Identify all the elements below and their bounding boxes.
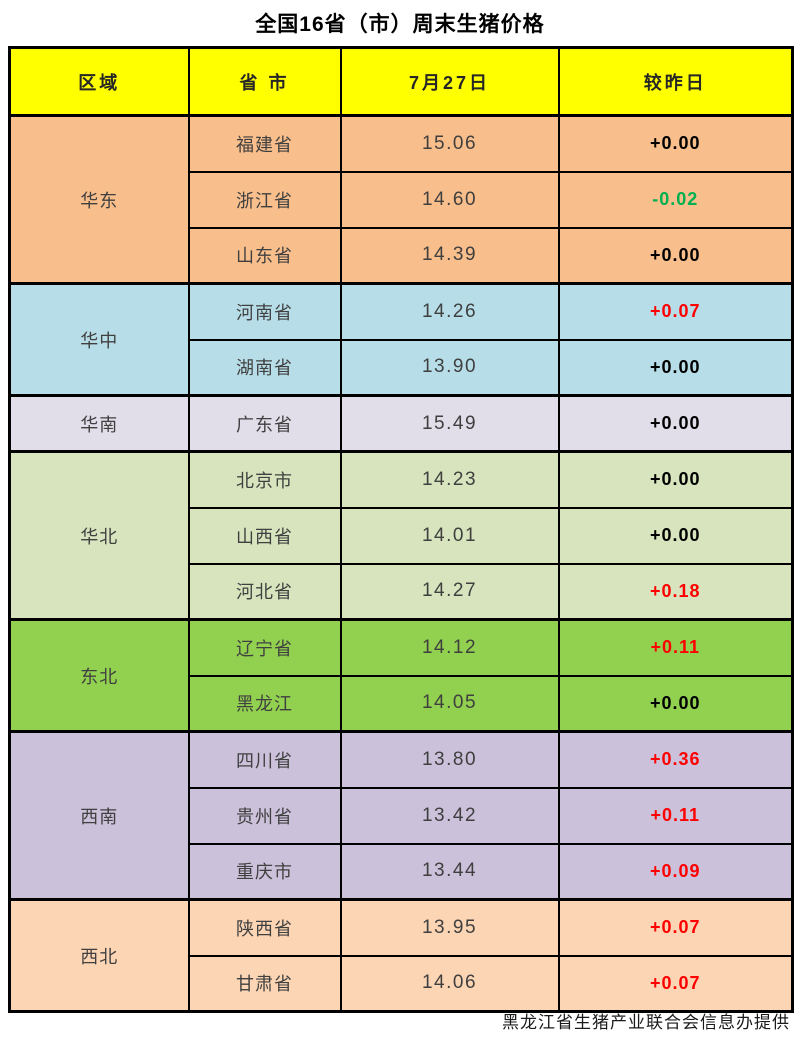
province-cell: 四川省	[187, 730, 342, 789]
table-row: 黑龙江 14.05 +0.00	[9, 674, 794, 733]
price-cell: 14.23	[339, 450, 560, 509]
change-cell: +0.09	[557, 842, 794, 901]
change-cell: +0.00	[557, 114, 794, 173]
change-cell: +0.00	[557, 338, 794, 397]
price-cell: 13.90	[339, 338, 560, 397]
column-header-1: 省 市	[187, 46, 342, 117]
region-cell: 西北	[8, 898, 190, 1013]
table-row: 西北 陕西省 13.95 +0.07	[8, 898, 794, 1013]
province-cell: 黑龙江	[187, 674, 342, 733]
table-row: 浙江省 14.60 -0.02	[9, 170, 794, 229]
page-title: 全国16省（市）周末生猪价格	[255, 13, 545, 36]
province-cell: 福建省	[187, 114, 342, 173]
province-cell: 辽宁省	[187, 618, 342, 677]
region-cell: 华中	[8, 282, 190, 397]
price-cell: 14.27	[339, 562, 560, 621]
column-header-0: 区域	[8, 46, 190, 117]
column-header-2: 7月27日	[339, 46, 560, 117]
footer-credit: 黑龙江省生猪产业联合会信息办提供	[502, 1013, 790, 1032]
province-cell: 北京市	[187, 450, 342, 509]
price-cell: 14.12	[339, 618, 560, 677]
province-cell: 河南省	[187, 282, 342, 341]
province-cell: 陕西省	[187, 898, 342, 957]
change-cell: +0.36	[557, 730, 794, 789]
price-cell: 14.39	[339, 226, 560, 285]
change-cell: +0.11	[557, 618, 794, 677]
price-cell: 14.06	[339, 954, 560, 1013]
column-header-3: 较昨日	[557, 46, 794, 117]
region-cell: 西南	[8, 730, 190, 901]
change-cell: +0.07	[557, 282, 794, 341]
table-row: 华南 广东省 15.49 +0.00	[8, 394, 794, 453]
province-cell: 重庆市	[187, 842, 342, 901]
price-cell: 13.95	[339, 898, 560, 957]
price-cell: 13.42	[339, 786, 560, 845]
change-cell: +0.07	[557, 954, 794, 1013]
price-table: 区域省 市 7月27日 较昨日 华东 福建省 15.06 +0.00 浙江省 14.60 -0.…	[8, 46, 794, 1013]
table-row: 东北 辽宁省 14.12 +0.11	[8, 618, 794, 733]
change-cell: +0.00	[557, 674, 794, 733]
table-row: 西南 四川省 13.80 +0.36	[8, 730, 794, 901]
region-cell: 华南	[8, 394, 190, 453]
change-cell: +0.00	[557, 226, 794, 285]
province-cell: 山东省	[187, 226, 342, 285]
province-cell: 贵州省	[187, 786, 342, 845]
region-cell: 华北	[8, 450, 190, 621]
table-header-row: 区域省 市 7月27日 较昨日	[8, 46, 794, 117]
province-cell: 河北省	[187, 562, 342, 621]
change-cell: +0.00	[557, 506, 794, 565]
price-table-body: 华东 福建省 15.06 +0.00 浙江省 14.60 -0.02 山东省 14.39 +0.0…	[8, 114, 794, 1013]
price-cell: 13.44	[339, 842, 560, 901]
change-cell: +0.18	[557, 562, 794, 621]
price-cell: 15.49	[339, 394, 560, 453]
province-cell: 广东省	[187, 394, 342, 453]
price-cell: 13.80	[339, 730, 560, 789]
province-cell: 山西省	[187, 506, 342, 565]
table-row: 华中 河南省 14.26 +0.07	[8, 282, 794, 397]
region-cell: 东北	[8, 618, 190, 733]
table-row: 华东 福建省 15.06 +0.00	[8, 114, 794, 285]
province-cell: 湖南省	[187, 338, 342, 397]
change-cell: +0.00	[557, 450, 794, 509]
price-cell: 14.26	[339, 282, 560, 341]
change-cell: +0.07	[557, 898, 794, 957]
region-cell: 华东	[8, 114, 190, 285]
price-cell: 15.06	[339, 114, 560, 173]
table-row: 华北 北京市 14.23 +0.00	[8, 450, 794, 621]
province-cell: 浙江省	[187, 170, 342, 229]
change-cell: +0.00	[557, 394, 794, 453]
province-cell: 甘肃省	[187, 954, 342, 1013]
price-cell: 14.05	[339, 674, 560, 733]
price-cell: 14.60	[339, 170, 560, 229]
change-cell: -0.02	[557, 170, 794, 229]
change-cell: +0.11	[557, 786, 794, 845]
price-cell: 14.01	[339, 506, 560, 565]
